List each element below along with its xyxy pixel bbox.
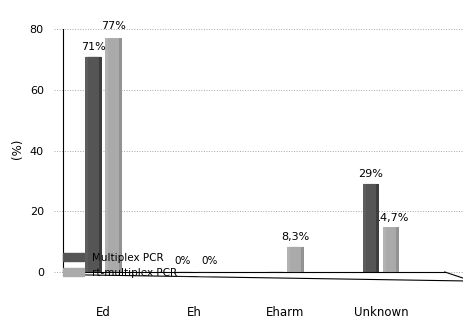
Text: 29%: 29% xyxy=(358,170,383,180)
Bar xyxy=(119,38,122,272)
Bar xyxy=(301,247,304,272)
Text: 14,7%: 14,7% xyxy=(374,213,409,223)
Bar xyxy=(363,184,379,272)
Text: 77%: 77% xyxy=(101,21,126,31)
Bar xyxy=(105,38,109,272)
Text: 71%: 71% xyxy=(81,42,106,52)
Bar xyxy=(85,57,88,272)
Text: 0%: 0% xyxy=(174,256,191,266)
Bar xyxy=(105,38,122,272)
Bar xyxy=(396,227,399,272)
Bar xyxy=(85,57,102,272)
Text: 0%: 0% xyxy=(201,256,217,266)
Bar xyxy=(383,227,399,272)
Bar xyxy=(376,184,379,272)
Bar xyxy=(287,247,290,272)
Bar xyxy=(99,57,102,272)
Bar xyxy=(287,247,304,272)
Y-axis label: (%): (%) xyxy=(11,139,24,159)
Text: 8,3%: 8,3% xyxy=(282,232,310,242)
Legend: Multiplex PCR, rt-multiplex PCR: Multiplex PCR, rt-multiplex PCR xyxy=(59,248,182,282)
Bar xyxy=(363,184,366,272)
Bar xyxy=(383,227,386,272)
